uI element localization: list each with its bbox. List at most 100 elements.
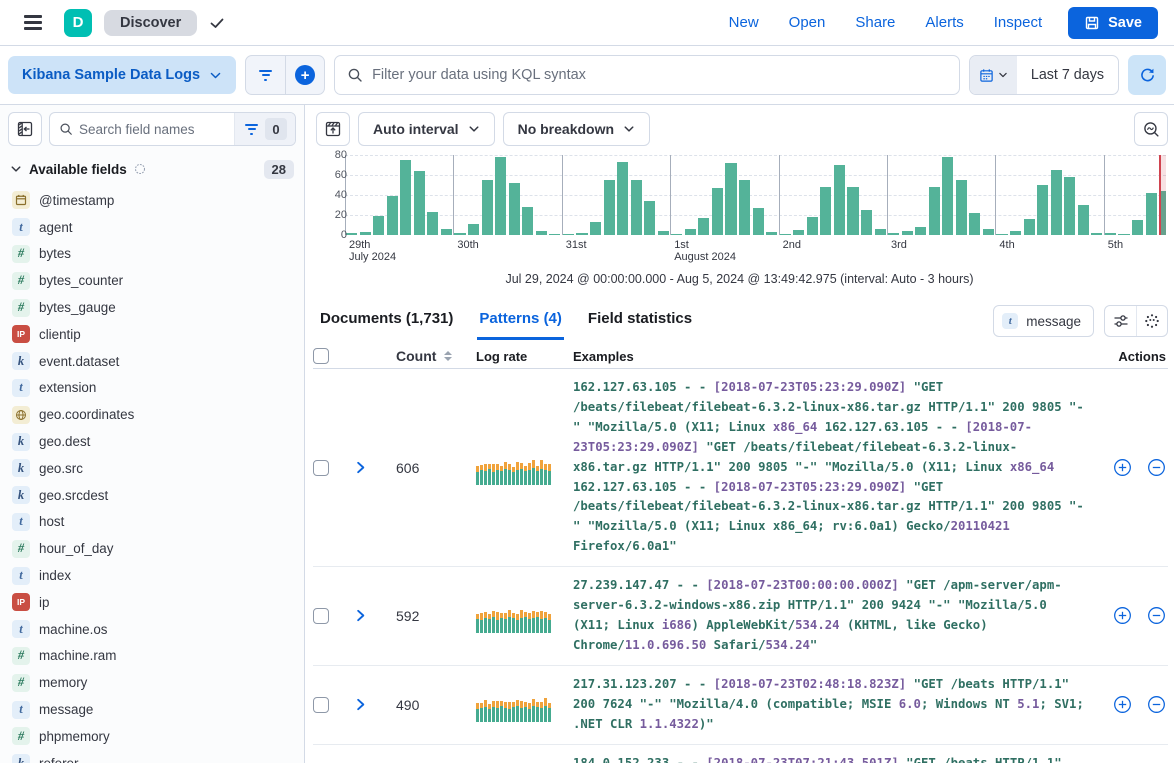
field-item-agent[interactable]: t agent [0, 214, 304, 241]
histogram-bar[interactable] [373, 216, 385, 235]
row-checkbox[interactable] [313, 696, 329, 713]
histogram-bar[interactable] [1077, 205, 1089, 235]
histogram-bar[interactable] [481, 180, 493, 235]
histogram-bar[interactable] [617, 162, 629, 235]
field-item-event.dataset[interactable]: k event.dataset [0, 348, 304, 375]
field-item-bytes_counter[interactable]: # bytes_counter [0, 267, 304, 294]
histogram-bar[interactable] [684, 229, 696, 235]
filter-for-pattern-button[interactable] [1113, 458, 1132, 477]
refresh-button[interactable] [1128, 55, 1166, 95]
histogram-bar[interactable] [888, 233, 900, 235]
nav-link-inspect[interactable]: Inspect [993, 14, 1043, 31]
histogram-bar[interactable] [1145, 193, 1157, 235]
pattern-expand-button[interactable] [1136, 306, 1167, 336]
histogram-bar[interactable] [657, 231, 669, 235]
field-item-bytes_gauge[interactable]: # bytes_gauge [0, 294, 304, 321]
histogram-bar[interactable] [820, 187, 832, 235]
histogram-bar[interactable] [535, 231, 547, 235]
nav-link-share[interactable]: Share [855, 14, 896, 31]
field-item-phpmemory[interactable]: # phpmemory [0, 723, 304, 750]
field-item-message[interactable]: t message [0, 696, 304, 723]
field-filter-addon[interactable]: 0 [234, 113, 295, 145]
histogram-bar[interactable] [833, 165, 845, 235]
histogram-bar[interactable] [522, 207, 534, 235]
histogram-bar[interactable] [1010, 231, 1022, 235]
histogram-bar[interactable] [955, 180, 967, 235]
field-item-extension[interactable]: t extension [0, 375, 304, 402]
histogram-bar[interactable] [739, 180, 751, 235]
histogram-bar[interactable] [1050, 170, 1062, 235]
filter-for-pattern-button[interactable] [1113, 695, 1132, 714]
histogram-bar[interactable] [793, 230, 805, 235]
field-item-index[interactable]: t index [0, 562, 304, 589]
histogram-bar[interactable] [562, 234, 574, 235]
field-item-memory[interactable]: # memory [0, 669, 304, 696]
data-view-picker[interactable]: Kibana Sample Data Logs [8, 56, 237, 94]
histogram-bar[interactable] [644, 201, 656, 235]
histogram-bar[interactable] [454, 233, 466, 235]
histogram-bar[interactable] [508, 183, 520, 235]
histogram-bar[interactable] [698, 218, 710, 235]
kql-search-input[interactable] [372, 67, 947, 83]
field-item-geo.dest[interactable]: k geo.dest [0, 428, 304, 455]
histogram-bar[interactable] [671, 234, 683, 235]
histogram-bar[interactable] [589, 222, 602, 235]
histogram-bar[interactable] [847, 187, 859, 235]
hide-chart-button[interactable] [316, 112, 350, 146]
histogram-bar[interactable] [969, 213, 981, 235]
histogram-bar[interactable] [1064, 177, 1076, 235]
field-item-@timestamp[interactable]: @timestamp [0, 187, 304, 214]
histogram-bar[interactable] [1037, 185, 1049, 235]
save-button[interactable]: Save [1068, 6, 1158, 39]
field-item-hour_of_day[interactable]: # hour_of_day [0, 535, 304, 562]
histogram-bar[interactable] [928, 187, 940, 235]
field-item-referer[interactable]: k referer [0, 750, 304, 763]
edit-visualization-button[interactable] [1134, 112, 1168, 146]
expand-row-button[interactable] [341, 608, 389, 623]
nav-link-open[interactable]: Open [788, 14, 826, 31]
field-item-geo.src[interactable]: k geo.src [0, 455, 304, 482]
histogram-bar[interactable] [359, 232, 371, 235]
histogram-bar[interactable] [386, 196, 398, 235]
histogram-bar[interactable] [603, 180, 615, 235]
histogram-bar[interactable] [346, 233, 358, 235]
interval-select-button[interactable]: Auto interval [358, 112, 495, 146]
nav-link-alerts[interactable]: Alerts [925, 14, 964, 31]
tab-documents[interactable]: Documents (1,731) [320, 310, 454, 327]
filter-out-pattern-button[interactable] [1147, 695, 1166, 714]
breadcrumb[interactable]: Discover [104, 9, 198, 36]
histogram-bar[interactable] [996, 234, 1008, 235]
field-item-bytes[interactable]: # bytes [0, 241, 304, 268]
breakdown-select-button[interactable]: No breakdown [502, 112, 651, 146]
histogram-bar[interactable] [427, 212, 439, 235]
histogram-bar[interactable] [1131, 220, 1144, 235]
histogram-bar[interactable] [1104, 233, 1116, 235]
menu-hamburger-icon[interactable] [16, 6, 50, 40]
histogram-bar[interactable] [413, 171, 425, 235]
histogram-bar[interactable] [779, 234, 791, 235]
pattern-field-selector[interactable]: t message [993, 305, 1094, 337]
histogram-bar[interactable] [942, 157, 954, 235]
count-column-header[interactable]: Count [389, 348, 469, 364]
field-item-machine.os[interactable]: t machine.os [0, 616, 304, 643]
histogram-bar[interactable] [711, 188, 724, 235]
row-checkbox[interactable] [313, 607, 329, 624]
histogram-bar[interactable] [982, 229, 995, 235]
histogram-bar[interactable] [806, 217, 818, 235]
chevron-down-icon[interactable] [10, 163, 22, 175]
histogram-bar[interactable] [1159, 191, 1166, 235]
row-checkbox[interactable] [313, 459, 329, 476]
field-item-machine.ram[interactable]: # machine.ram [0, 643, 304, 670]
field-item-host[interactable]: t host [0, 509, 304, 536]
nav-link-new[interactable]: New [728, 14, 759, 31]
histogram-bar[interactable] [752, 208, 764, 235]
tab-field-statistics[interactable]: Field statistics [587, 310, 693, 327]
expand-row-button[interactable] [341, 460, 389, 475]
histogram-bar[interactable] [1118, 234, 1130, 235]
expand-row-button[interactable] [341, 697, 389, 712]
histogram-bar[interactable] [495, 157, 507, 235]
collapse-sidebar-button[interactable] [8, 112, 42, 146]
select-all-checkbox[interactable] [313, 348, 329, 364]
filter-out-pattern-button[interactable] [1147, 606, 1166, 625]
filter-for-pattern-button[interactable] [1113, 606, 1132, 625]
